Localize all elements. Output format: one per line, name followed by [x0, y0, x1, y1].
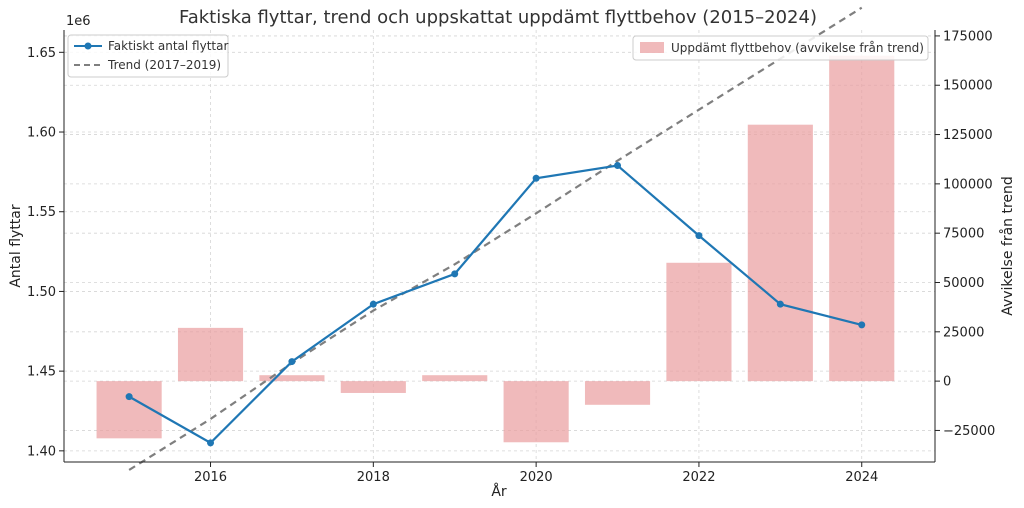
- bar-2023: [747, 124, 813, 382]
- actual-moves-line: [128, 164, 863, 445]
- bar-2018: [340, 381, 406, 393]
- legend-bar-marker: [640, 42, 664, 53]
- y-left-tick-label-2: 1.50: [27, 285, 56, 300]
- bar-2020: [503, 381, 569, 443]
- trend-line: [128, 6, 863, 471]
- x-axis-label: År: [491, 483, 507, 500]
- bar-2016: [177, 327, 244, 382]
- y-right-tick-label-8: 175000: [943, 29, 993, 44]
- actual-moves-point-2017: [288, 358, 296, 366]
- axes: 2016 2018 2020 2022 2024 1.40 1.45 1.50 1.55 1.60…: [27, 29, 995, 485]
- y-right-tick-label-3: 50000: [943, 276, 984, 291]
- x-tick-label-2018: 2018: [357, 470, 390, 485]
- y-left-tick-label-3: 1.55: [27, 205, 56, 220]
- bar-2017: [259, 375, 325, 382]
- bar-2021: [584, 381, 651, 405]
- y-right-tick-label-6: 125000: [943, 128, 993, 143]
- y-right-tick-label-4: 75000: [943, 227, 984, 242]
- line-series: [125, 6, 866, 471]
- actual-moves-point-2021: [614, 161, 622, 169]
- x-tick-label-2022: 2022: [682, 470, 715, 485]
- bar-2019: [422, 375, 488, 382]
- actual-moves-point-2015: [125, 393, 133, 401]
- y-right-tick-label-7: 150000: [943, 79, 993, 94]
- y-axis-left-label: Antal flyttar: [8, 204, 24, 288]
- legend-right-box: [632, 35, 929, 61]
- legend-left-box: [67, 34, 229, 78]
- actual-moves-point-2020: [532, 174, 540, 182]
- actual-moves-point-2022: [695, 232, 703, 240]
- x-tick-label-2024: 2024: [845, 470, 878, 485]
- x-tick-label-2016: 2016: [194, 470, 227, 485]
- actual-moves-point-2024: [858, 321, 866, 329]
- y-axis-right-label: Avvikelse från trend: [999, 176, 1016, 316]
- y-left-tick-label-0: 1.40: [27, 444, 56, 459]
- bar-2024: [829, 55, 895, 382]
- actual-moves-point-2023: [776, 300, 784, 308]
- chart-title: Faktiska flyttar, trend och uppskattat u…: [179, 7, 817, 28]
- left-axis-offset-label: 1e6: [66, 14, 91, 29]
- y-right-tick-label-2: 25000: [943, 325, 984, 340]
- legend-point-marker: [84, 42, 92, 50]
- legend-label-actual: Faktiskt antal flyttar: [108, 39, 228, 53]
- actual-moves-point-2019: [451, 270, 459, 278]
- legend-label-trend: Trend (2017–2019): [107, 58, 221, 72]
- legend-label-pent-up: Uppdämt flyttbehov (avvikelse från trend…: [671, 41, 924, 55]
- y-right-tick-label-1: 0: [943, 375, 951, 390]
- bar-2022: [666, 262, 732, 382]
- legend-left: Faktiskt antal flyttar Trend (2017–2019): [67, 34, 229, 78]
- actual-moves-point-2018: [369, 300, 377, 308]
- y-left-tick-label-1: 1.45: [27, 365, 56, 380]
- y-right-tick-label-0: −25000: [943, 424, 995, 439]
- actual-moves-point-2016: [207, 439, 215, 447]
- legend-right: Uppdämt flyttbehov (avvikelse från trend…: [632, 35, 929, 61]
- x-tick-label-2020: 2020: [520, 470, 553, 485]
- y-left-tick-label-4: 1.60: [27, 126, 56, 141]
- bar-series: [96, 55, 895, 443]
- y-left-tick-label-5: 1.65: [27, 46, 56, 61]
- y-right-tick-label-5: 100000: [943, 177, 993, 192]
